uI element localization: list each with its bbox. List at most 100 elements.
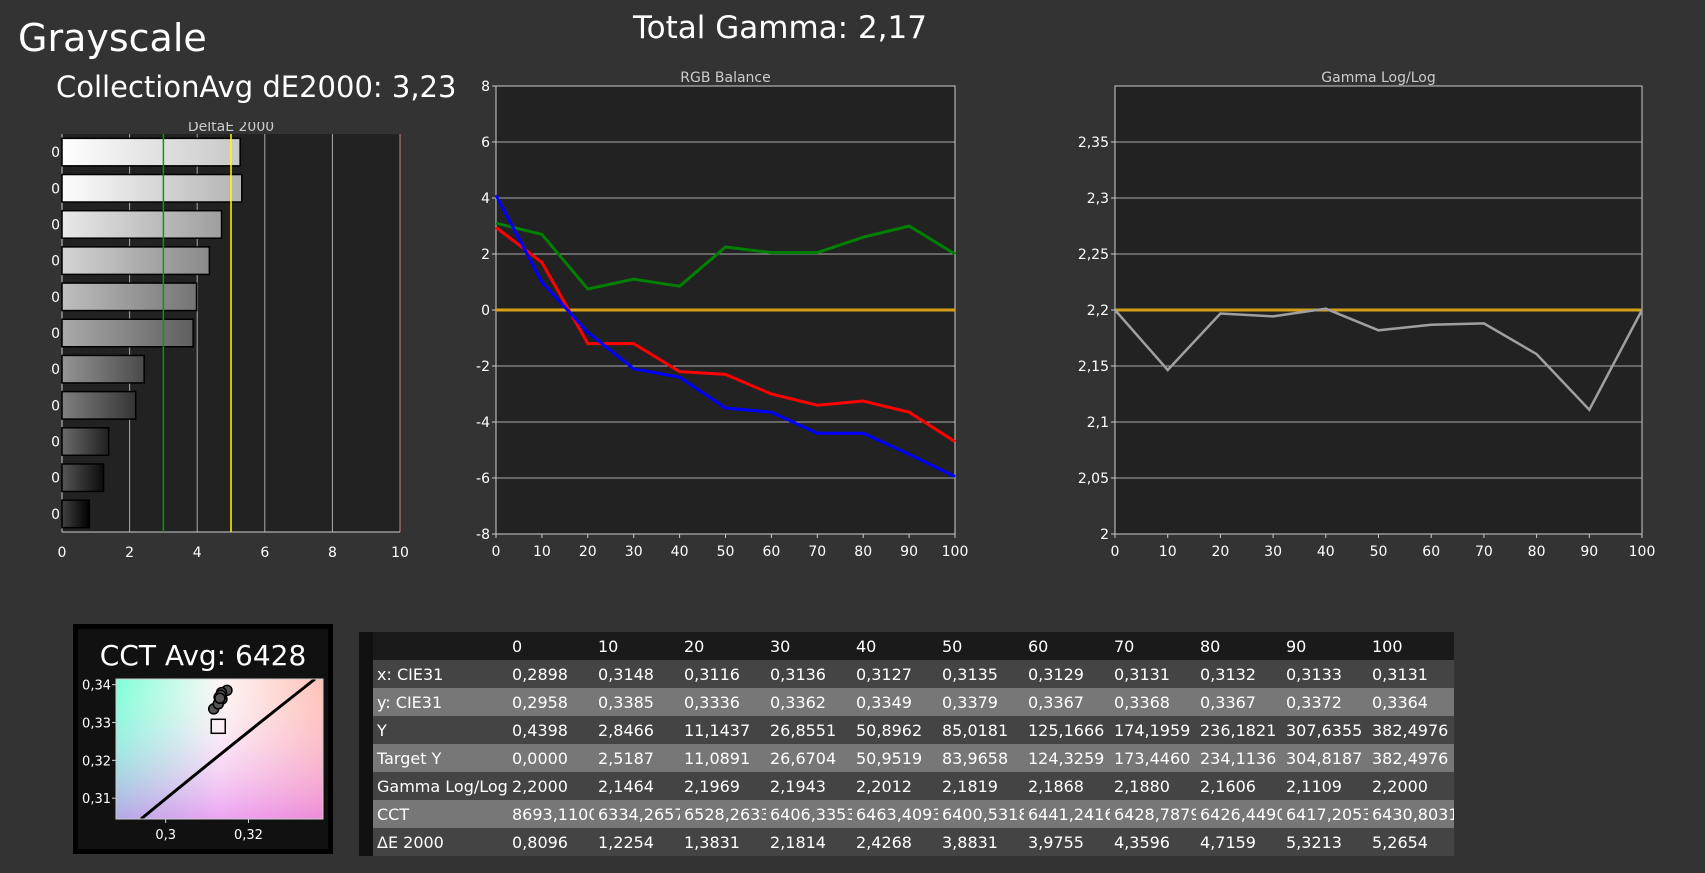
y-tick-label: 30 [50, 398, 60, 414]
y-tick-label: 2 [481, 247, 490, 263]
header-cell: 90 [1286, 636, 1307, 656]
table-header-row: 0 10 20 30 40 50 60 70 80 90 100 [359, 632, 1454, 660]
header-cell: 80 [1200, 636, 1221, 656]
y-tick-label: 40 [50, 362, 60, 378]
x-tick-label: 80 [1528, 544, 1546, 560]
table-cell: 0,3131 [1372, 664, 1428, 684]
x-tick-label: 40 [671, 544, 689, 560]
x-tick-label: 10 [391, 545, 409, 561]
y-tick-label: 0 [481, 303, 490, 319]
x-tick-label: 60 [762, 544, 780, 560]
table-cell: 124,3259 [1028, 748, 1105, 768]
table-row: ΔE 2000 0,8096 1,2254 1,3831 2,1814 2,4268 3,8… [359, 828, 1454, 856]
table-cell: 234,1136 [1200, 748, 1277, 768]
x-tick-label: 0,32 [234, 828, 263, 843]
x-tick-label: 80 [854, 544, 872, 560]
table-cell: 4,7159 [1200, 832, 1256, 852]
table-cell: 0,3362 [770, 692, 826, 712]
y-tick-label: 0,33 [82, 717, 111, 732]
table-cell: 4,3596 [1114, 832, 1170, 852]
table-cell: 6426,4490 [1200, 804, 1282, 824]
table-cell: 0,3116 [684, 664, 740, 684]
y-tick-label: 0,32 [82, 754, 111, 769]
x-tick-label: 30 [625, 544, 643, 560]
header-cell: 60 [1028, 636, 1049, 656]
x-tick-label: 2 [125, 545, 134, 561]
x-tick-label: 60 [1422, 544, 1440, 560]
deltae-chart: DeltaE 200002468101009080706050403020100 [50, 122, 409, 561]
row-marker [359, 660, 373, 688]
table-cell: 6400,5318 [942, 804, 1024, 824]
table-cell: 174,1959 [1114, 720, 1191, 740]
table-cell: 0,3372 [1286, 692, 1342, 712]
page-title: Grayscale [18, 16, 207, 60]
bar [61, 282, 198, 312]
table-cell: 85,0181 [942, 720, 1009, 740]
y-tick-label: 2 [1100, 527, 1109, 543]
table-cell: 0,3136 [770, 664, 826, 684]
cct-avg-label: CCT Avg: 6428 [99, 639, 307, 672]
x-tick-label: 100 [1629, 544, 1655, 560]
x-tick-label: 20 [579, 544, 597, 560]
table-cell: 236,1821 [1200, 720, 1277, 740]
table-cell: 6417,2053 [1286, 804, 1368, 824]
x-tick-label: 70 [1475, 544, 1493, 560]
x-tick-label: 0 [492, 544, 501, 560]
row-label: Y [377, 720, 387, 740]
table-cell: 0,3132 [1200, 664, 1256, 684]
row-marker [359, 828, 373, 856]
bar [61, 499, 91, 529]
row-label: y: CIE31 [377, 692, 443, 712]
bar [61, 427, 110, 457]
table-cell: 1,3831 [684, 832, 740, 852]
bar [61, 137, 241, 167]
y-tick-label: 80 [50, 217, 60, 233]
y-tick-label: 100 [50, 145, 60, 161]
x-tick-label: 50 [1370, 544, 1388, 560]
cie-chart: 0,34 0,33 0,32 0,31 0,3 0,32 [82, 677, 324, 843]
header-cell: 40 [856, 636, 877, 656]
row-label: x: CIE31 [377, 664, 444, 684]
table-row: CCT 8693,1100 6334,2657 6528,2633 6406,3353 6… [359, 800, 1454, 828]
x-tick-label: 30 [1264, 544, 1282, 560]
table-cell: 2,1464 [598, 776, 654, 796]
table-cell: 304,8187 [1286, 748, 1363, 768]
y-tick-label: 0 [51, 507, 60, 523]
total-gamma-label: Total Gamma: 2,17 [633, 10, 927, 46]
y-tick-label: 8 [481, 79, 490, 95]
bar [61, 463, 105, 493]
y-tick-label: 2,2 [1087, 303, 1109, 319]
table-cell: 0,3368 [1114, 692, 1170, 712]
x-tick-label: 10 [1159, 544, 1177, 560]
header-cell: 20 [684, 636, 705, 656]
table-row: Y 0,4398 2,8466 11,1437 26,8551 50,8962 85,018… [359, 716, 1454, 744]
table-cell: 2,1969 [684, 776, 740, 796]
chart-title: DeltaE 2000 [188, 122, 274, 135]
chart-title: Gamma Log/Log [1321, 70, 1435, 86]
bar [61, 246, 211, 276]
gamma-chart: Gamma Log/Log 2,35 2,3 2,25 2,2 2,15 2,1 2,05 20… [1078, 70, 1655, 560]
table-cell: 2,1868 [1028, 776, 1084, 796]
table-cell: 6463,4093 [856, 804, 938, 824]
y-tick-label: 2,35 [1078, 135, 1109, 151]
table-cell: 382,4976 [1372, 720, 1449, 740]
y-tick-label: 4 [481, 191, 490, 207]
row-marker [359, 800, 373, 828]
y-tick-label: 2,25 [1078, 247, 1109, 263]
table-cell: 2,1880 [1114, 776, 1170, 796]
table-cell: 2,4268 [856, 832, 912, 852]
table-cell: 0,3385 [598, 692, 654, 712]
measurement-table: 0 10 20 30 40 50 60 70 80 90 100 x: CIE3… [359, 632, 1454, 856]
table-cell: 0,3135 [942, 664, 998, 684]
header-cell: 50 [942, 636, 963, 656]
table-cell: 5,3213 [1286, 832, 1342, 852]
table-cell: 0,3127 [856, 664, 912, 684]
table-cell: 382,4976 [1372, 748, 1449, 768]
y-tick-label: 0,31 [82, 792, 111, 807]
table-cell: 0,3133 [1286, 664, 1342, 684]
chart-title: RGB Balance [680, 70, 770, 86]
table-cell: 307,6355 [1286, 720, 1363, 740]
table-cell: 6528,2633 [684, 804, 766, 824]
series-line [494, 194, 956, 478]
target-marker [210, 718, 227, 735]
